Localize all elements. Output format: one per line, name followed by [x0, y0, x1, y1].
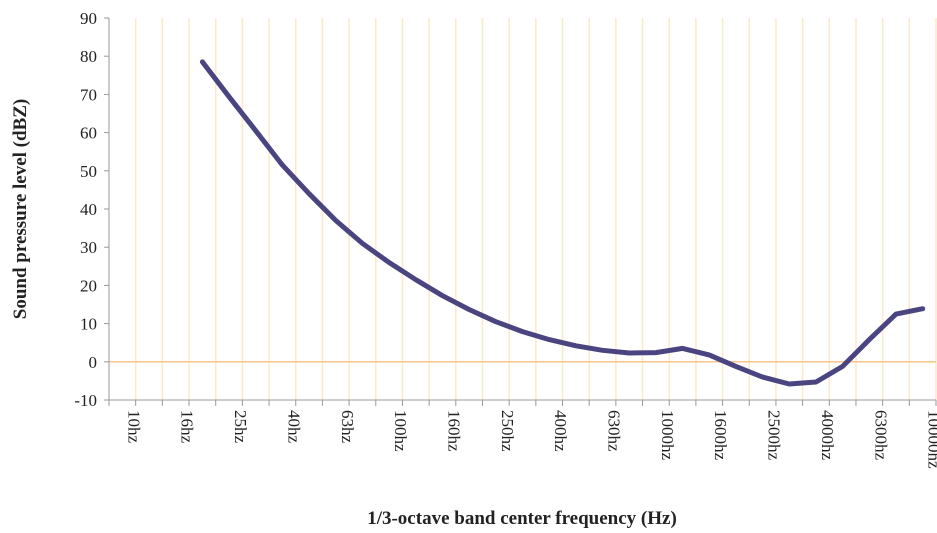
x-tick-label: 40hz — [284, 410, 303, 444]
x-tick-label: 250hz — [498, 410, 517, 452]
y-tick-label: 0 — [89, 353, 98, 372]
x-tick-label: 4000hz — [818, 410, 837, 461]
y-tick-label: 30 — [80, 238, 97, 257]
y-tick-label: 20 — [80, 276, 97, 295]
x-tick-label: 10hz — [124, 410, 143, 444]
x-tick-label: 6300hz — [871, 410, 890, 461]
x-tick-label: 63hz — [338, 410, 357, 444]
x-tick-label: 630hz — [605, 410, 624, 452]
x-tick-label: 25hz — [231, 410, 250, 444]
x-tick-label: 160hz — [444, 410, 463, 452]
x-tick-label: 16hz — [178, 410, 197, 444]
y-tick-label: 40 — [80, 200, 97, 219]
y-tick-label: 10 — [80, 315, 97, 334]
x-tick-label: 400hz — [551, 410, 570, 452]
x-tick-label: 10000hz — [925, 410, 937, 469]
y-axis-title: Sound pressure level (dBZ) — [10, 99, 31, 319]
y-tick-label: 90 — [80, 9, 97, 28]
x-axis-title: 1/3-octave band center frequency (Hz) — [367, 508, 677, 529]
y-tick-label: 50 — [80, 162, 97, 181]
x-tick-label: 100hz — [391, 410, 410, 452]
data-line — [199, 59, 926, 387]
x-tick-label: 2500hz — [765, 410, 784, 461]
x-tick-label: 1600hz — [711, 410, 730, 461]
y-tick-label: 80 — [80, 47, 97, 66]
y-tick-label: 60 — [80, 124, 97, 143]
x-tick-label: 1000hz — [658, 410, 677, 461]
y-tick-label: -10 — [74, 391, 97, 410]
y-tick-label: 70 — [80, 85, 97, 104]
